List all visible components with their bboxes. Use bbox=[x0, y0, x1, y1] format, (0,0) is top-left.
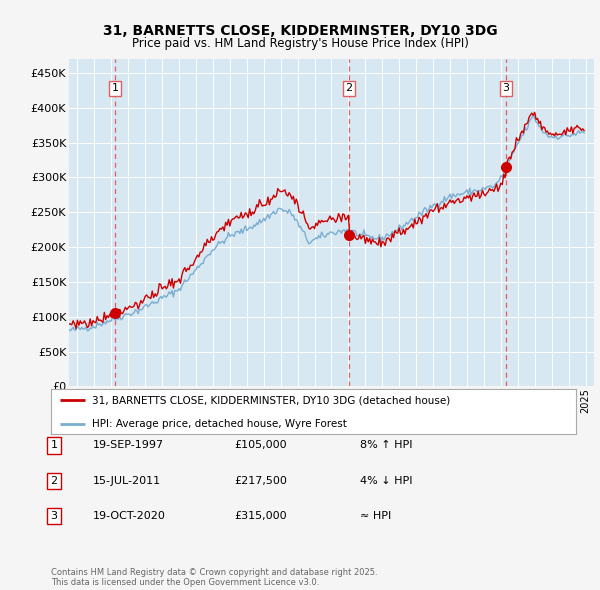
Text: £315,000: £315,000 bbox=[234, 512, 287, 521]
Text: 3: 3 bbox=[502, 83, 509, 93]
Text: 2: 2 bbox=[50, 476, 58, 486]
Text: 1: 1 bbox=[50, 441, 58, 450]
Text: 2: 2 bbox=[346, 83, 353, 93]
Text: 8% ↑ HPI: 8% ↑ HPI bbox=[360, 441, 413, 450]
Text: 19-OCT-2020: 19-OCT-2020 bbox=[93, 512, 166, 521]
Text: 1: 1 bbox=[112, 83, 118, 93]
Text: 31, BARNETTS CLOSE, KIDDERMINSTER, DY10 3DG (detached house): 31, BARNETTS CLOSE, KIDDERMINSTER, DY10 … bbox=[92, 395, 450, 405]
Text: £217,500: £217,500 bbox=[234, 476, 287, 486]
Text: Contains HM Land Registry data © Crown copyright and database right 2025.
This d: Contains HM Land Registry data © Crown c… bbox=[51, 568, 377, 587]
Text: 4% ↓ HPI: 4% ↓ HPI bbox=[360, 476, 413, 486]
Text: £105,000: £105,000 bbox=[234, 441, 287, 450]
Text: HPI: Average price, detached house, Wyre Forest: HPI: Average price, detached house, Wyre… bbox=[92, 419, 347, 429]
Text: 15-JUL-2011: 15-JUL-2011 bbox=[93, 476, 161, 486]
Text: 3: 3 bbox=[50, 512, 58, 521]
Text: ≈ HPI: ≈ HPI bbox=[360, 512, 391, 521]
Text: Price paid vs. HM Land Registry's House Price Index (HPI): Price paid vs. HM Land Registry's House … bbox=[131, 37, 469, 50]
Text: 31, BARNETTS CLOSE, KIDDERMINSTER, DY10 3DG: 31, BARNETTS CLOSE, KIDDERMINSTER, DY10 … bbox=[103, 24, 497, 38]
Text: 19-SEP-1997: 19-SEP-1997 bbox=[93, 441, 164, 450]
